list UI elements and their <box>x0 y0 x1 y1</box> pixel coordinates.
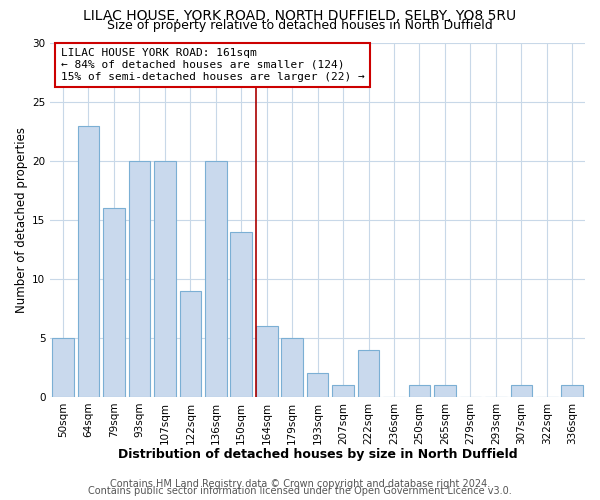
Bar <box>103 208 125 397</box>
Bar <box>562 385 583 397</box>
Text: LILAC HOUSE YORK ROAD: 161sqm
← 84% of detached houses are smaller (124)
15% of : LILAC HOUSE YORK ROAD: 161sqm ← 84% of d… <box>61 48 365 82</box>
Bar <box>179 290 201 397</box>
Bar <box>358 350 379 397</box>
Bar <box>77 126 99 397</box>
Bar <box>409 385 430 397</box>
Bar <box>434 385 456 397</box>
Text: Contains HM Land Registry data © Crown copyright and database right 2024.: Contains HM Land Registry data © Crown c… <box>110 479 490 489</box>
Bar <box>205 161 227 397</box>
Bar <box>256 326 278 397</box>
Bar <box>154 161 176 397</box>
Bar <box>52 338 74 397</box>
Text: Size of property relative to detached houses in North Duffield: Size of property relative to detached ho… <box>107 19 493 32</box>
Bar <box>307 374 328 397</box>
Bar <box>281 338 303 397</box>
X-axis label: Distribution of detached houses by size in North Duffield: Distribution of detached houses by size … <box>118 448 517 461</box>
Text: LILAC HOUSE, YORK ROAD, NORTH DUFFIELD, SELBY, YO8 5RU: LILAC HOUSE, YORK ROAD, NORTH DUFFIELD, … <box>83 9 517 23</box>
Y-axis label: Number of detached properties: Number of detached properties <box>15 127 28 313</box>
Text: Contains public sector information licensed under the Open Government Licence v3: Contains public sector information licen… <box>88 486 512 496</box>
Bar <box>230 232 252 397</box>
Bar <box>511 385 532 397</box>
Bar <box>128 161 150 397</box>
Bar <box>332 385 354 397</box>
